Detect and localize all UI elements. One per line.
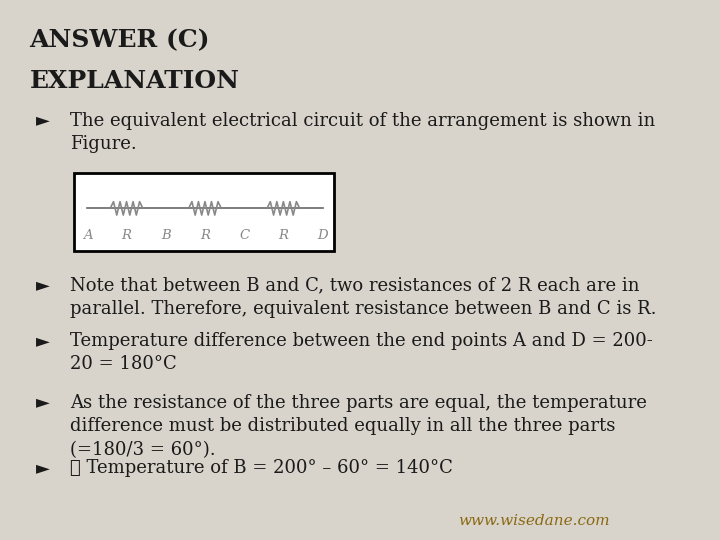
Text: ►: ► [36,112,50,130]
Text: As the resistance of the three parts are equal, the temperature
difference must : As the resistance of the three parts are… [71,394,647,459]
Text: EXPLANATION: EXPLANATION [30,69,240,92]
Text: R: R [122,229,132,242]
Text: ►: ► [36,394,50,411]
Text: R: R [279,229,289,242]
Text: B: B [161,229,171,242]
Text: D: D [318,229,328,242]
Text: ANSWER (C): ANSWER (C) [30,28,210,52]
Text: ►: ► [36,332,50,350]
Text: www.wisedane.com: www.wisedane.com [459,514,610,528]
Text: Note that between B and C, two resistances of 2 R each are in
parallel. Therefor: Note that between B and C, two resistanc… [71,276,657,318]
Text: ►: ► [36,276,50,294]
Text: Temperature difference between the end points A and D = 200-
20 = 180°C: Temperature difference between the end p… [71,332,653,373]
Text: ∴ Temperature of B = 200° – 60° = 140°C: ∴ Temperature of B = 200° – 60° = 140°C [71,459,454,477]
Text: ►: ► [36,459,50,477]
Text: The equivalent electrical circuit of the arrangement is shown in
Figure.: The equivalent electrical circuit of the… [71,112,656,153]
Text: A: A [83,229,92,242]
Text: R: R [200,229,210,242]
FancyBboxPatch shape [73,173,334,251]
Text: C: C [239,229,249,242]
